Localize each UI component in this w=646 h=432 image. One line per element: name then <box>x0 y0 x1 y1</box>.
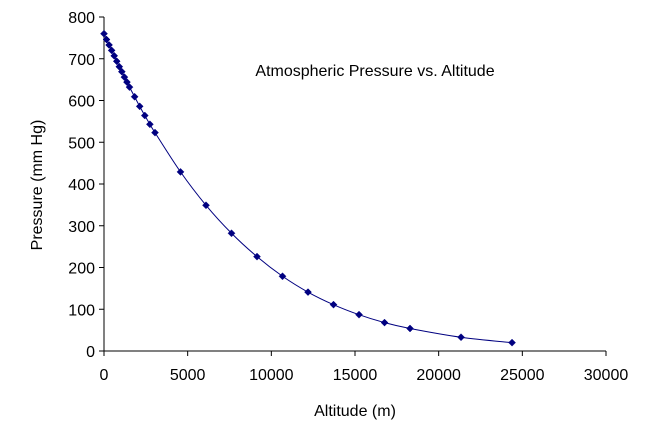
y-axis-label: Pressure (mm Hg) <box>29 120 46 251</box>
chart-title: Atmospheric Pressure vs. Altitude <box>255 63 494 80</box>
x-axis: 0 5000 10000 15000 20000 25000 30000 <box>100 350 629 384</box>
data-point-marker <box>118 67 126 76</box>
data-point-marker <box>120 73 129 81</box>
data-point-marker <box>508 338 516 347</box>
data-point-marker <box>253 252 261 261</box>
data-point-marker <box>176 168 185 176</box>
data-point-marker <box>140 111 149 120</box>
y-tick-label: 700 <box>68 52 95 69</box>
data-point-marker <box>130 92 139 101</box>
data-point-marker <box>105 41 113 49</box>
data-point-marker <box>406 324 414 333</box>
data-point-marker <box>227 229 236 238</box>
series-line <box>103 33 513 344</box>
data-point-marker <box>151 128 159 137</box>
x-tick-label: 0 <box>100 367 109 384</box>
data-point-marker <box>115 62 124 71</box>
data-point-marker <box>123 78 131 86</box>
y-tick-label: 400 <box>68 177 95 194</box>
x-tick-label: 30000 <box>584 367 629 384</box>
y-tick-label: 600 <box>68 94 95 111</box>
data-point-marker <box>125 83 134 91</box>
x-tick-label: 10000 <box>249 367 294 384</box>
data-point-marker <box>355 310 363 319</box>
y-axis: 0 100 200 300 400 500 600 700 800 <box>68 10 105 361</box>
data-point-marker <box>304 288 312 296</box>
y-tick-label: 100 <box>68 302 95 319</box>
x-tick-label: 5000 <box>170 367 206 384</box>
x-axis-label: Altitude (m) <box>314 403 396 420</box>
y-tick-label: 500 <box>68 135 95 152</box>
series-points <box>100 29 516 347</box>
data-point-marker <box>110 51 119 60</box>
y-tick-label: 300 <box>68 219 95 236</box>
data-point-marker <box>202 201 210 210</box>
data-point-marker <box>329 300 338 309</box>
x-tick-label: 25000 <box>500 367 545 384</box>
data-point-marker <box>100 29 108 38</box>
data-point-marker <box>380 318 389 327</box>
series-curve <box>103 33 513 344</box>
data-point-marker <box>146 120 154 129</box>
y-tick-label: 800 <box>68 10 95 27</box>
data-point-marker <box>102 35 111 44</box>
data-point-marker <box>135 102 144 111</box>
x-tick-label: 20000 <box>416 367 461 384</box>
y-tick-label: 200 <box>68 261 95 278</box>
data-point-marker <box>112 57 121 66</box>
data-point-marker <box>107 46 116 55</box>
data-point-marker <box>278 272 287 281</box>
x-tick-label: 15000 <box>333 367 378 384</box>
y-tick-label: 0 <box>86 344 95 361</box>
data-point-marker <box>457 333 465 342</box>
